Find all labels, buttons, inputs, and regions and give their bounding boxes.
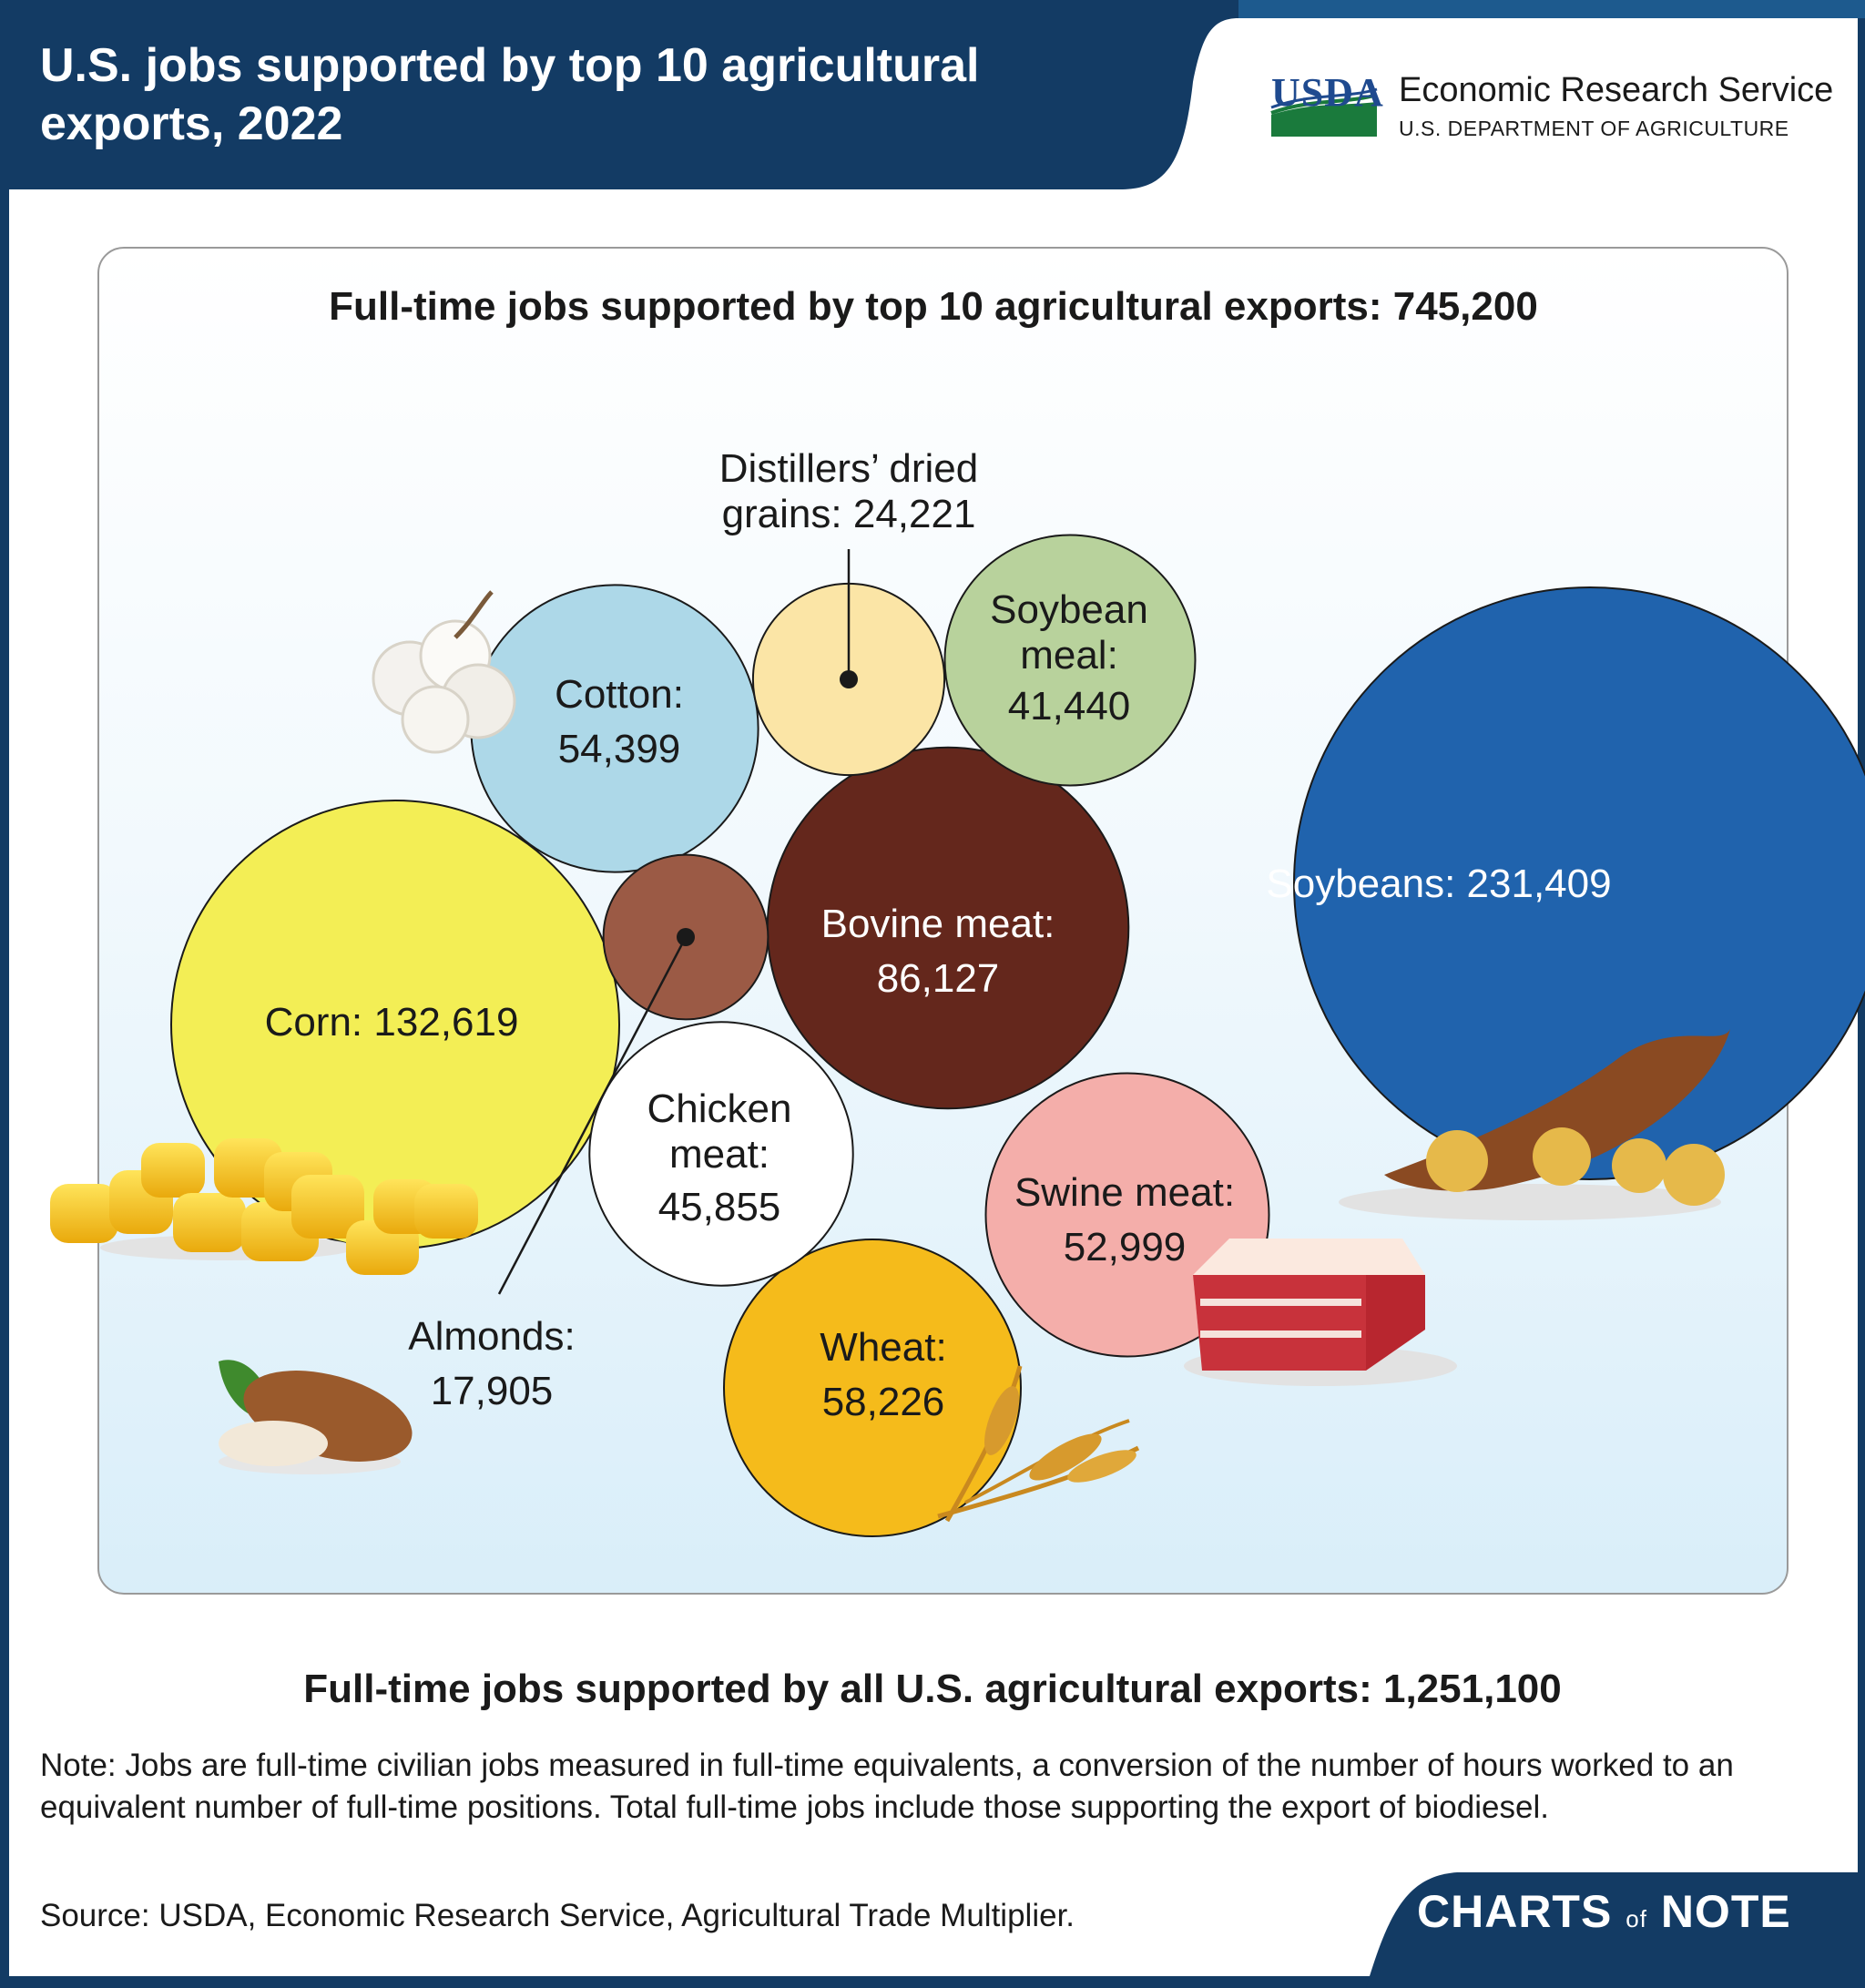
chart-title: Full-time jobs supported by top 10 agric…: [329, 284, 1538, 329]
bovine-label-value: 86,127: [876, 956, 1000, 1001]
bubble-wheat: [723, 1239, 1022, 1537]
almonds-label-name: Almonds:: [408, 1314, 576, 1359]
brand-part2: NOTE: [1660, 1886, 1791, 1937]
chicken-label-value: 45,855: [657, 1185, 781, 1229]
soybean-pod-icon: [1339, 1029, 1730, 1220]
bubble-label-almonds: Almonds: 17,905: [382, 1314, 601, 1414]
bubble-label-corn: Corn: 132,619: [264, 1000, 519, 1045]
bubble-label-soybeans: Soybeans: 231,409: [1266, 861, 1612, 906]
ddg-label-line1: Distillers’ dried: [718, 446, 979, 491]
corn-kernels-icon: [50, 1138, 478, 1275]
swine-label-name: Swine meat:: [1014, 1170, 1236, 1215]
soybean-meal-label-value: 41,440: [1007, 684, 1131, 729]
bubble-label-ddg: Distillers’ dried grains: 24,221: [667, 446, 1031, 537]
bubble-soybeans: [1293, 586, 1865, 1180]
wheat-label-value: 58,226: [821, 1380, 945, 1424]
footer-brand-band: [1366, 1872, 1865, 1988]
cotton-boll-icon: [372, 590, 516, 754]
brand-part1: CHARTS: [1417, 1886, 1613, 1937]
wheat-label-name: Wheat:: [820, 1325, 947, 1370]
bubble-label-cotton: Cotton: 54,399: [519, 672, 719, 772]
pork-belly-icon: [1184, 1239, 1457, 1386]
swine-label-value: 52,999: [1063, 1225, 1187, 1269]
cotton-label-name: Cotton:: [555, 672, 684, 717]
almonds-label-value: 17,905: [430, 1369, 554, 1413]
all-exports-total: Full-time jobs supported by all U.S. agr…: [303, 1667, 1562, 1711]
almonds-leader-dot: [677, 928, 695, 946]
bubble-label-swine: Swine meat: 52,999: [983, 1170, 1266, 1270]
ddg-label-line2: grains: 24,221: [721, 492, 976, 536]
note-text: Note: Jobs are full-time civilian jobs m…: [40, 1748, 1734, 1825]
soybean-meal-label-line1: Soybean: [990, 587, 1148, 632]
bubble-label-chicken: Chicken meat: 45,855: [601, 1086, 838, 1230]
left-edge: [0, 182, 9, 1988]
soybean-meal-label-line2: meal:: [1020, 633, 1118, 678]
agency-name: Economic Research Service: [1399, 71, 1834, 109]
bubble-chicken-meat: [588, 1021, 854, 1287]
header-band: [0, 0, 1865, 189]
chicken-label-line2: meat:: [668, 1132, 770, 1177]
bovine-label-name: Bovine meat:: [820, 902, 1055, 946]
wheat-stalk-icon: [937, 1365, 1140, 1523]
usda-logo-icon: [1270, 87, 1378, 137]
almond-icon: [219, 1360, 413, 1474]
brand-of: of: [1626, 1905, 1647, 1932]
header-right-strip: [1238, 0, 1865, 18]
department-name: U.S. DEPARTMENT OF AGRICULTURE: [1399, 117, 1789, 140]
almonds-leader-line: [497, 936, 688, 1295]
usda-logo-text: USDA: [1271, 70, 1384, 115]
chicken-label-line1: Chicken: [647, 1086, 792, 1131]
ddg-leader-dot: [840, 670, 858, 688]
bubble-label-soybean-meal: Soybean meal: 41,440: [969, 587, 1169, 729]
bubble-soybean-meal: [943, 534, 1197, 787]
source-text: Source: USDA, Economic Research Service,…: [40, 1898, 1075, 1933]
bubble-group: [170, 534, 1865, 1537]
page-title: U.S. jobs supported by top 10 agricultur…: [40, 39, 980, 150]
cotton-label-value: 54,399: [557, 727, 681, 771]
bubble-label-bovine: Bovine meat: 86,127: [783, 902, 1093, 1002]
bubble-label-wheat: Wheat: 58,226: [774, 1325, 993, 1425]
charts-of-note-logo: CHARTS of NOTE: [1417, 1885, 1791, 1938]
